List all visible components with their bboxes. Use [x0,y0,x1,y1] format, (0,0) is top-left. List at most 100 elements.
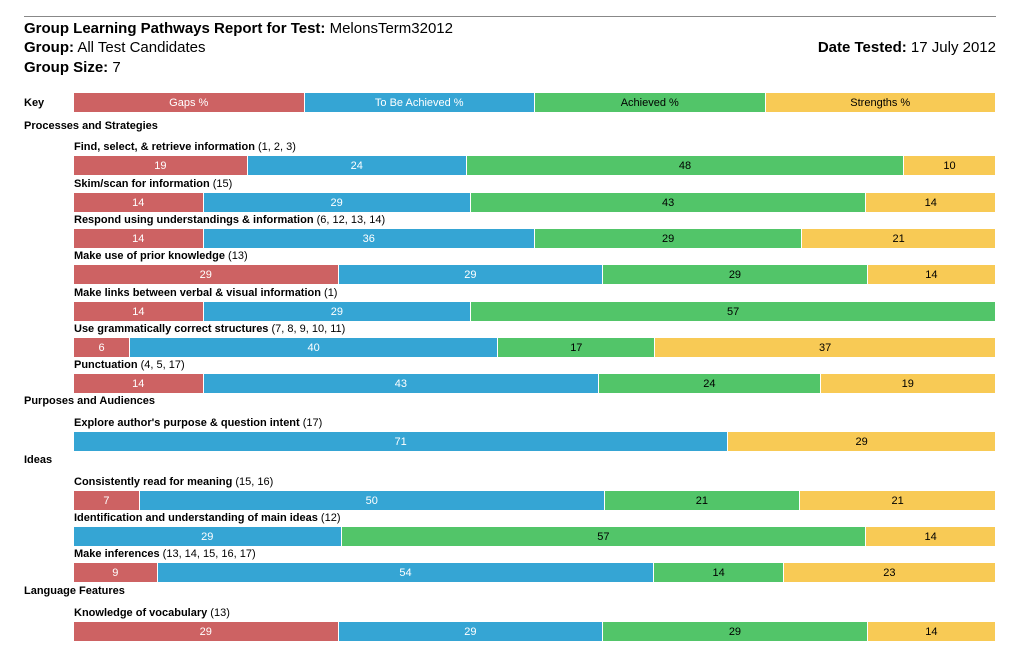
bar-segment-tba: 29 [337,622,603,641]
bar-segment-str: 29 [727,432,995,451]
bar-segment-tba: 40 [129,338,498,357]
stacked-bar: 19 24 48 10 [74,156,995,175]
bar-segment-ach: 29 [602,622,867,641]
item-name: Respond using understandings & informati… [74,214,314,226]
item-label: Skim/scan for information (15) [74,178,232,190]
stacked-bar: 29 57 14 [74,527,995,546]
bar-segment-ach: 57 [470,302,995,321]
group-size-line: Group Size: 7 [24,59,121,77]
item-name: Knowledge of vocabulary [74,607,208,619]
bar-segment-ach: 57 [340,527,866,546]
key-legend-bar: Gaps % To Be Achieved % Achieved % Strength… [74,93,995,112]
item-questions: (13) [207,607,230,619]
item-name: Make inferences [74,548,160,560]
bar-segment-tba: 54 [156,563,654,582]
group-line: Group: All Test Candidates [24,39,205,57]
stacked-bar: 29 29 29 14 [74,265,995,284]
date-tested-label: Date Tested: [817,39,907,56]
bar-segment-tba: 71 [74,432,728,451]
bar-segment-str: 14 [866,622,995,641]
bar-segment-ach: 29 [534,229,802,248]
test-name: MelonsTerm32012 [329,20,453,37]
item-label: Make links between verbal & visual infor… [74,287,337,299]
bar-segment-ach: 21 [603,491,800,510]
date-tested-value: 17 July 2012 [910,39,996,56]
section-title: Processes and Strategies [24,120,158,132]
bar-segment-ach: 48 [465,156,904,175]
report-title-label: Group Learning Pathways Report for Test: [24,20,326,37]
bar-segment-gaps: 14 [74,374,203,393]
item-name: Skim/scan for information [74,178,210,190]
stacked-bar: 14 36 29 21 [74,229,995,248]
group-size-label: Group Size: [24,59,109,76]
bar-segment-str: 19 [819,374,995,393]
stacked-bar: 7 50 21 21 [74,491,996,510]
item-questions: (4, 5, 17) [137,359,185,371]
item-questions: (15, 16) [232,476,274,488]
item-name: Make use of prior knowledge [74,250,225,262]
bar-segment-tba: 29 [202,193,470,212]
bar-segment-tba: 43 [202,374,599,393]
section-title: Language Features [24,585,125,597]
item-name: Use grammatically correct structures [74,323,269,335]
header-rule [24,16,996,17]
item-label: Make inferences (13, 14, 15, 16, 17) [74,548,256,560]
item-questions: (15) [209,178,233,190]
bar-segment-tba: 29 [337,265,603,284]
item-name: Consistently read for meaning [74,476,233,488]
section-title: Purposes and Audiences [24,395,156,407]
bar-segment-str: 10 [903,156,995,175]
bar-segment-gaps: 19 [74,156,247,175]
bar-segment-tba: 29 [74,527,341,546]
group-size-value: 7 [112,59,121,76]
bar-segment-ach: 17 [497,338,655,357]
bar-segment-str: 14 [865,527,995,546]
stacked-bar: 9 54 14 23 [74,563,995,582]
item-questions: (1, 2, 3) [254,141,296,153]
item-label: Find, select, & retrieve information (1,… [74,141,296,153]
item-name: Make links between verbal & visual infor… [74,287,321,299]
item-label: Use grammatically correct structures (7,… [74,323,345,335]
item-label: Explore author's purpose & question inte… [74,417,322,429]
item-questions: (6, 12, 13, 14) [313,214,386,226]
bar-segment-gaps: 7 [74,491,139,510]
bar-segment-str: 14 [865,193,995,212]
bar-segment-gaps: 6 [74,338,130,357]
bar-segment-ach: 14 [653,563,783,582]
key-label: Key [24,97,45,109]
item-questions: (12) [317,512,341,524]
bar-segment-tba: 24 [246,156,466,175]
date-tested-line: Date Tested: 17 July 2012 [818,39,996,57]
item-name: Punctuation [74,359,138,371]
key-gaps: Gaps % [74,93,304,112]
item-label: Identification and understanding of main… [74,512,340,524]
stacked-bar: 14 29 57 [74,302,995,321]
item-questions: (13) [224,250,248,262]
bar-segment-tba: 50 [138,491,604,510]
item-label: Knowledge of vocabulary (13) [74,607,230,619]
key-ach: Achieved % [534,93,765,112]
report-title: Group Learning Pathways Report for Test:… [24,20,453,38]
group-label: Group: [24,39,74,56]
bar-segment-gaps: 14 [74,229,203,248]
item-label: Consistently read for meaning (15, 16) [74,476,273,488]
item-name: Identification and understanding of main… [74,512,318,524]
bar-segment-tba: 36 [202,229,534,248]
bar-segment-str: 37 [654,338,995,357]
bar-segment-str: 21 [799,491,996,510]
stacked-bar: 71 29 [74,432,995,451]
stacked-bar: 14 43 24 19 [74,374,995,393]
section-title: Ideas [24,454,53,466]
item-name: Explore author's purpose & question inte… [74,417,300,429]
bar-segment-str: 14 [866,265,995,284]
bar-segment-ach: 43 [469,193,866,212]
stacked-bar: 14 29 43 14 [74,193,995,212]
item-questions: (17) [299,417,323,429]
item-label: Make use of prior knowledge (13) [74,250,248,262]
bar-segment-gaps: 9 [74,563,157,582]
bar-segment-gaps: 14 [74,302,203,321]
key-str: Strengths % [764,93,995,112]
bar-segment-gaps: 29 [74,622,338,641]
bar-segment-tba: 29 [202,302,471,321]
bar-segment-gaps: 29 [74,265,338,284]
